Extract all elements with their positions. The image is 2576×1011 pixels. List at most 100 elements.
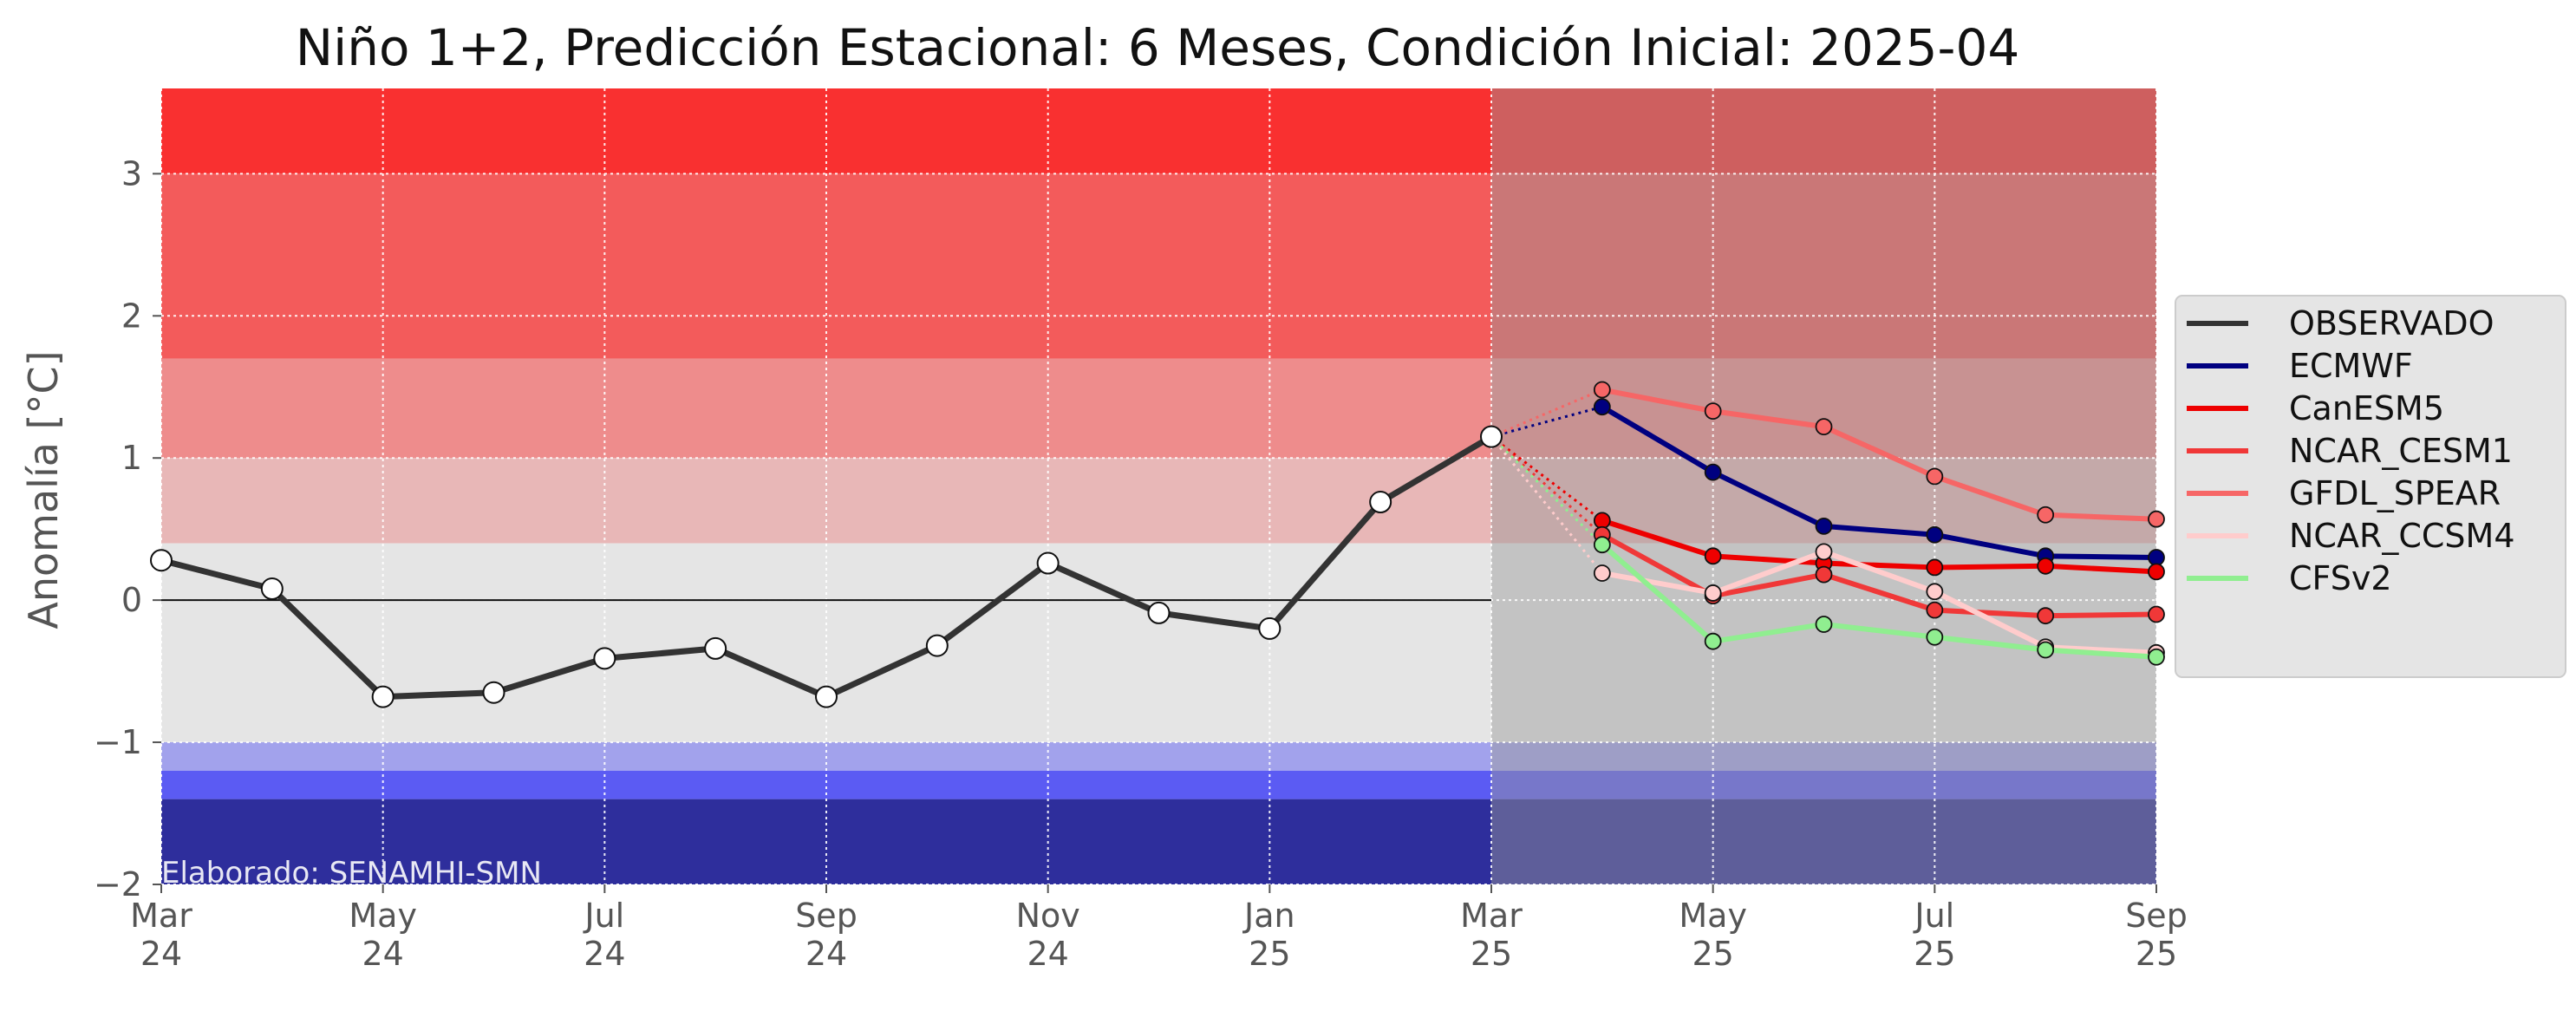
series-line-ecmwf [1599,404,2159,560]
data-point-ncar_ccsm4 [1815,543,1833,561]
y-tick-label: 3 [121,154,142,192]
data-point-observado [1036,551,1060,575]
x-tick-label-month: Nov [1016,897,1080,935]
forecast-connector [1490,435,1603,546]
legend-label-ncar_ccsm4: NCAR_CCSM4 [2289,517,2515,555]
x-tick-label-year: 24 [140,935,182,973]
legend-items: OBSERVADO ECMWF CanESM5 NCAR_CESM1 GFDL_SPEA… [2187,304,2515,597]
y-axis-ticks: −2 −1 0 1 2 3 [94,154,161,903]
data-point-observado [1480,425,1503,448]
data-point-observado [1369,491,1392,514]
data-point-observado [704,636,727,660]
series-line-ncar_ccsm4 [1599,549,2159,656]
data-point-canesm5 [1926,558,1944,577]
x-tick-label-month: May [1679,897,1747,935]
x-tick-label-month: Mar [130,897,192,935]
x-tick-label-month: May [349,897,417,935]
legend-label-ncar_cesm1: NCAR_CESM1 [2289,432,2513,470]
data-point-observado [1258,616,1281,640]
forecast-connector [1490,435,1603,522]
forecast-connector [1490,435,1603,574]
data-point-ecmwf [1593,398,1611,416]
x-tick-label-month: Sep [2125,897,2188,935]
legend-frame [2175,295,2566,678]
series-line-canesm5 [1599,518,2159,575]
data-point-ncar_cesm1 [1926,601,1944,619]
forecast-connector [1490,405,1603,439]
y-axis-title: Anomalía [°C] [20,350,67,629]
data-point-ecmwf [1926,525,1944,544]
y-tick-label: −1 [94,723,142,761]
data-point-gfdl_spear [2037,506,2055,524]
data-point-cfsv2 [2148,648,2165,666]
data-point-ecmwf [2148,549,2165,566]
data-point-cfsv2 [1593,536,1611,554]
series-line-cfsv2 [1599,542,2159,660]
x-tick-label-year: 24 [584,935,625,973]
category-band-2 [161,173,2156,359]
data-point-gfdl_spear [1593,381,1611,399]
series-group [150,381,2165,708]
category-bands [161,88,2156,884]
legend-label-canesm5: CanESM5 [2289,389,2444,427]
series-line-ncar_cesm1 [1599,532,2159,619]
x-tick-label-month: Sep [795,897,858,935]
category-band-6 [161,742,2156,771]
legend-label-cfsv2: CFSv2 [2289,559,2392,597]
data-point-ecmwf [1815,518,1833,535]
data-point-canesm5 [1704,547,1722,565]
data-point-observado [925,634,949,657]
data-point-observado [815,685,838,708]
y-tick-label: 1 [121,439,142,477]
x-tick-label-month: Mar [1460,897,1523,935]
data-point-ecmwf [1704,463,1722,481]
data-point-ncar_cesm1 [1815,565,1833,584]
data-point-ncar_ccsm4 [1593,564,1611,582]
y-tick-label: −2 [94,865,142,903]
forecast-period-shade [1491,88,2156,884]
y-tick-label: 0 [121,581,142,619]
category-band-7 [161,770,2156,799]
data-point-gfdl_spear [1815,418,1833,436]
x-tick-label-year: 24 [805,935,847,973]
legend-label-gfdl_spear: GFDL_SPEAR [2289,474,2501,512]
data-point-ncar_ccsm4 [1704,584,1722,602]
legend: OBSERVADO ECMWF CanESM5 NCAR_CESM1 GFDL_SPEA… [2175,295,2566,678]
data-point-gfdl_spear [1926,467,1944,486]
data-point-observado [1147,601,1171,624]
x-tick-label-month: Jul [583,897,624,935]
chart-title: Niño 1+2, Predicción Estacional: 6 Meses… [296,18,2020,77]
x-tick-label-year: 24 [1027,935,1068,973]
data-point-cfsv2 [1815,616,1833,633]
legend-label-ecmwf: ECMWF [2289,347,2413,385]
x-tick-label-year: 24 [362,935,403,973]
category-band-3 [161,358,2156,459]
category-band-8 [161,799,2156,884]
data-point-ncar_ccsm4 [1926,583,1944,601]
data-point-ncar_cesm1 [2037,607,2055,625]
legend-label-observado: OBSERVADO [2289,304,2494,342]
data-point-canesm5 [1593,512,1611,530]
y-tick-label: 2 [121,297,142,335]
x-tick-label-month: Jan [1242,897,1295,935]
x-tick-label-year: 25 [1692,935,1733,973]
data-point-observado [150,549,173,572]
data-point-gfdl_spear [1704,402,1722,421]
data-point-canesm5 [2148,563,2165,581]
x-tick-label-year: 25 [2136,935,2177,973]
data-point-cfsv2 [1926,628,1944,646]
plot-area: Elaborado: SENAMHI-SMN [150,88,2165,890]
x-tick-label-year: 25 [1914,935,1955,973]
data-point-observado [260,577,284,601]
x-axis-ticks: Mar24May24Jul24Sep24Nov24Jan25Mar25May25… [130,884,2188,973]
x-tick-label-year: 25 [1249,935,1290,973]
data-point-gfdl_spear [2148,510,2165,528]
series-line-gfdl_spear [1599,387,2159,522]
data-point-observado [482,681,505,704]
x-tick-label-month: Jul [1913,897,1954,935]
credit-label: Elaborado: SENAMHI-SMN [161,856,542,890]
data-point-canesm5 [2037,557,2055,575]
x-tick-label-year: 25 [1471,935,1512,973]
data-point-cfsv2 [1704,632,1722,650]
